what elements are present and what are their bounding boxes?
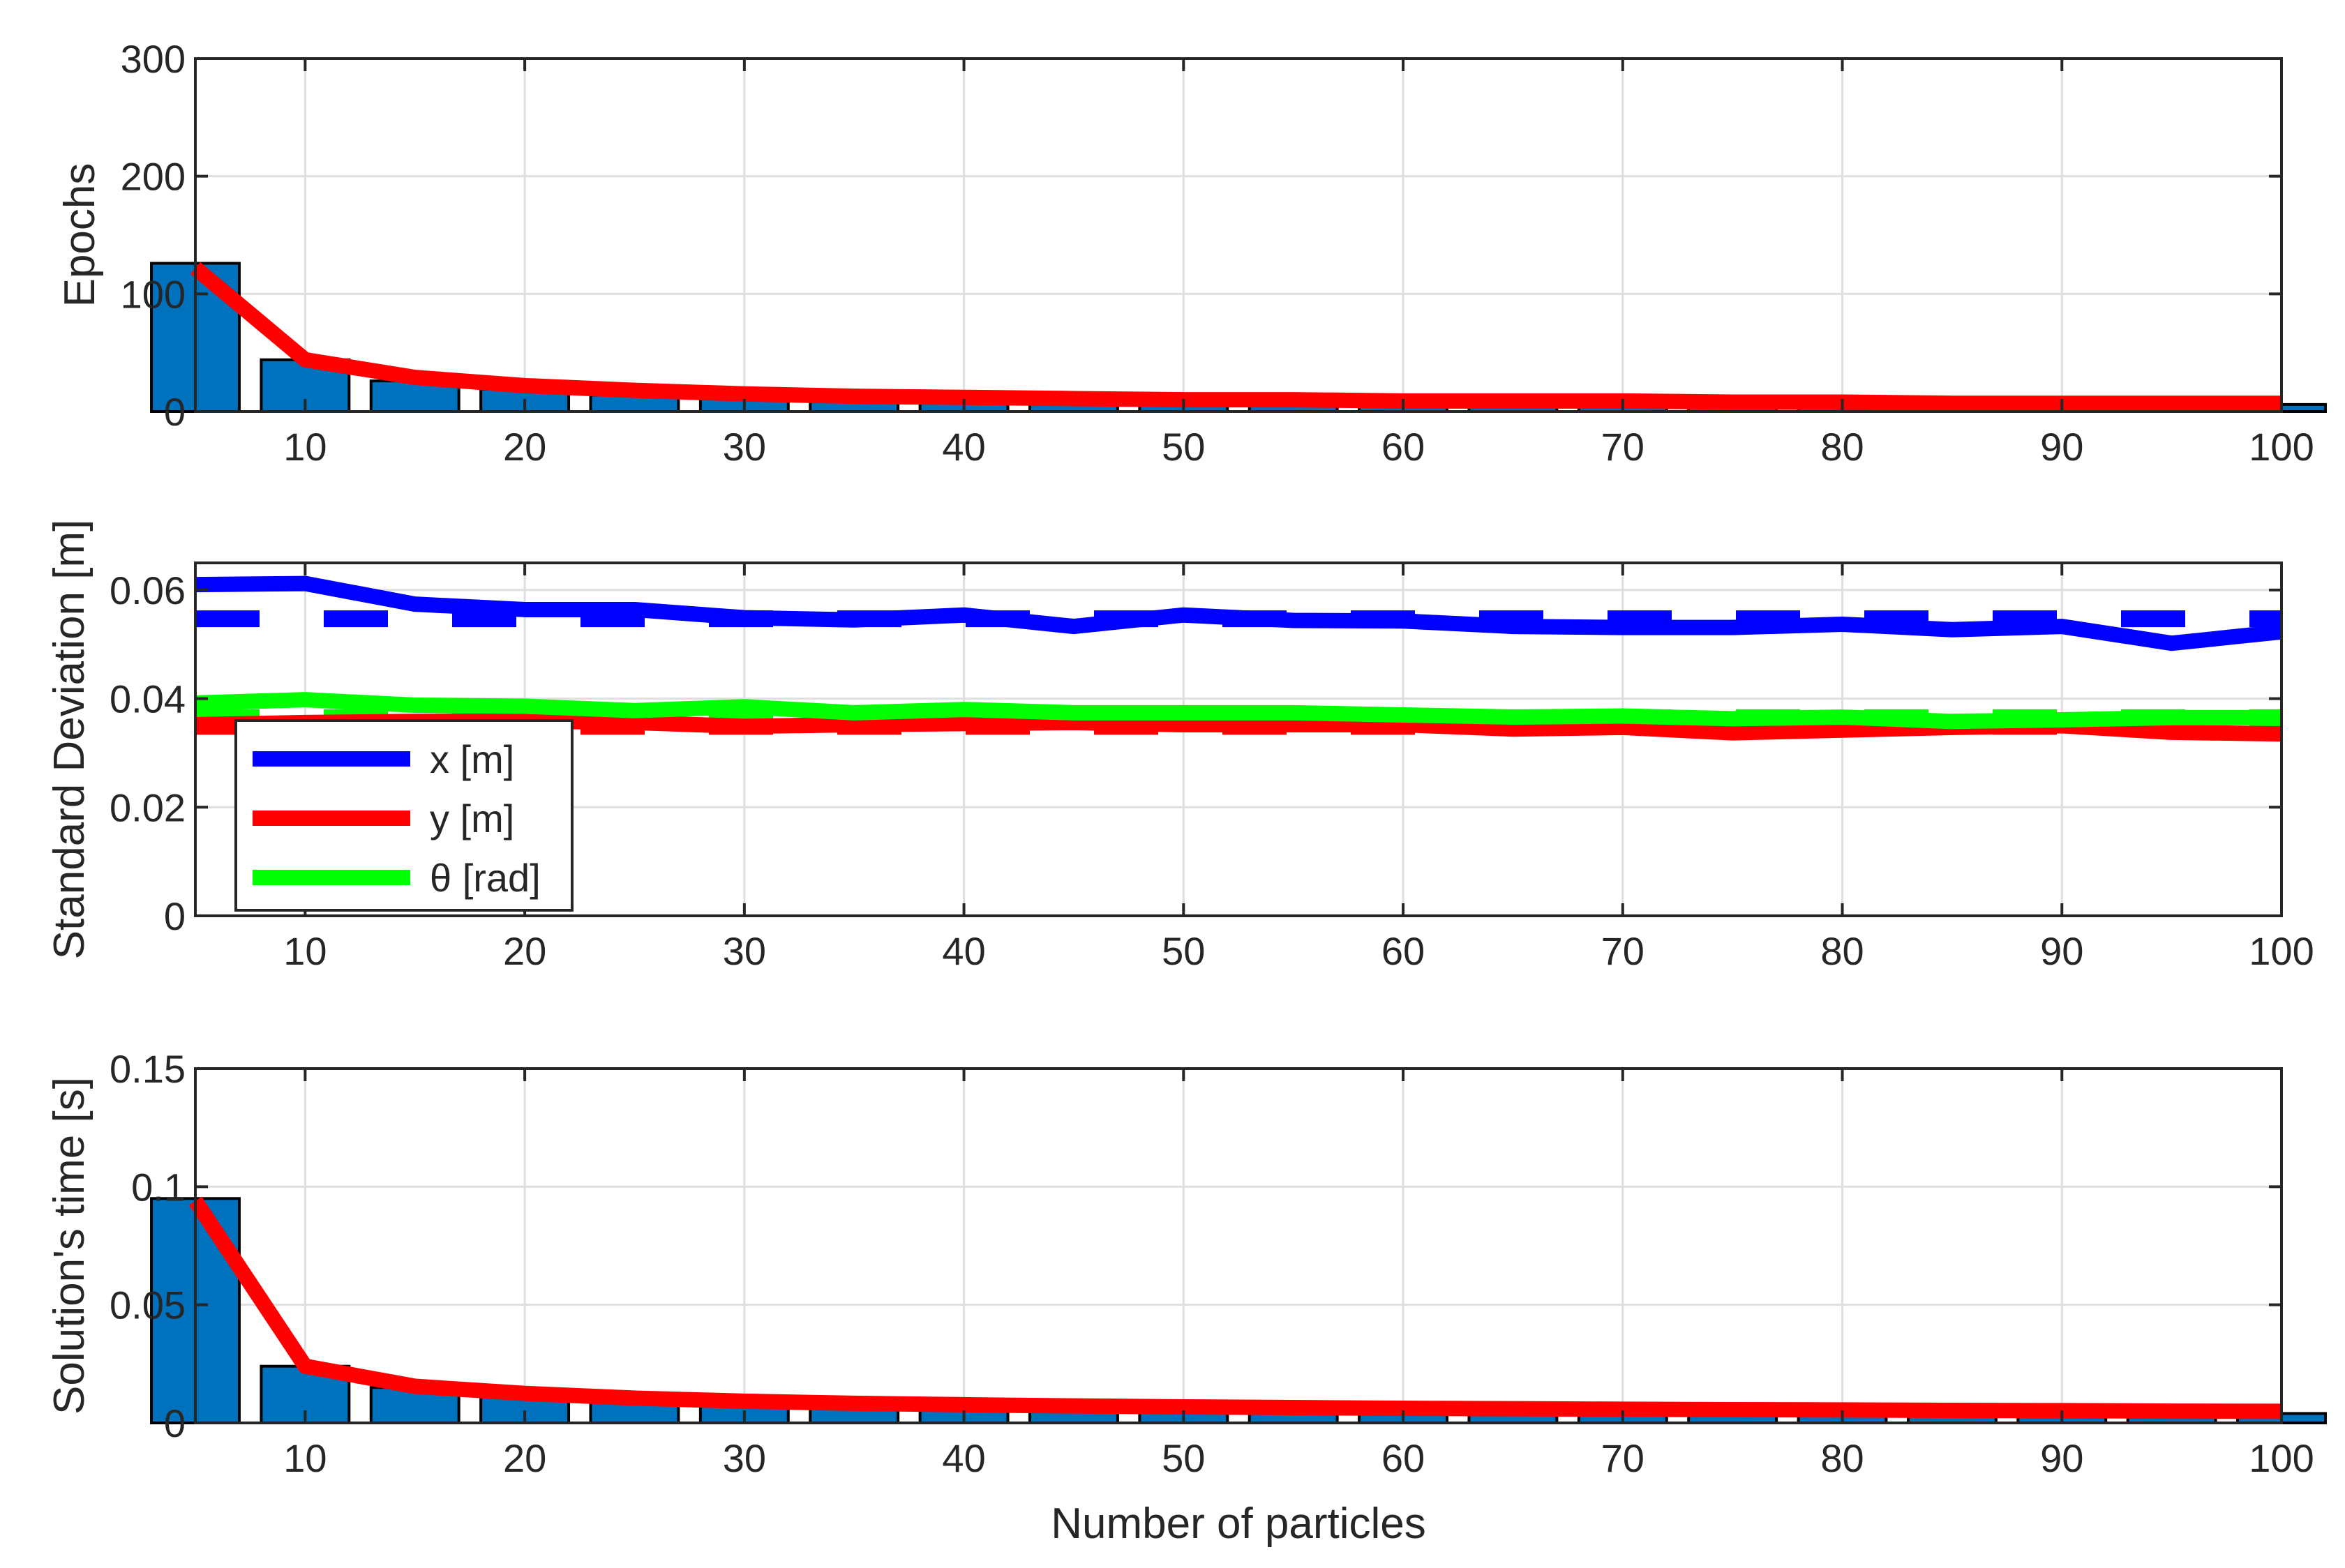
- y-tick-label: 200: [121, 155, 186, 199]
- x-tick-label: 60: [1381, 1436, 1425, 1480]
- x-tick-label: 80: [1820, 1436, 1864, 1480]
- x-tick-label: 20: [503, 1436, 546, 1480]
- y-tick-label: 0.1: [131, 1165, 186, 1209]
- legend-label: y [m]: [430, 797, 514, 840]
- x-tick-label: 10: [283, 425, 327, 469]
- x-tick-label: 90: [2040, 929, 2083, 973]
- x-tick-label: 50: [1162, 929, 1205, 973]
- legend-label: θ [rad]: [430, 856, 541, 900]
- y-tick-label: 0: [164, 390, 186, 434]
- x-tick-label: 60: [1381, 929, 1425, 973]
- y-tick-label: 0.06: [110, 568, 186, 612]
- y-tick-label: 0: [164, 894, 186, 938]
- epochs-panel: 10 20 30 40 50 60 70 80 90 100 0 100 200 300 Epochs: [56, 37, 2327, 469]
- x-tick-label: 80: [1820, 929, 1864, 973]
- std-deviation-panel: 10 20 30 40 50 60 70 80 90 100 0 0.02 0.04 0.06 Standa…: [45, 520, 2314, 973]
- plot-area: [195, 59, 2282, 412]
- legend: x [m] y [m] θ [rad]: [234, 719, 574, 912]
- x-tick-label: 10: [283, 929, 327, 973]
- axes-box: [194, 1067, 2283, 1424]
- y-tick-label: 0.04: [110, 677, 186, 721]
- x-tick-label: 40: [942, 1436, 985, 1480]
- y-tick-label: 0.02: [110, 785, 186, 829]
- y-tick-label: 300: [121, 37, 186, 81]
- x-tick-label: 30: [723, 929, 766, 973]
- axes-box: [194, 57, 2283, 413]
- y-tick-label: 0: [164, 1401, 186, 1445]
- trend-line: [190, 262, 2282, 412]
- x-tick-label: 80: [1820, 425, 1864, 469]
- x-tick-label: 100: [2249, 929, 2314, 973]
- axes-box: [194, 561, 2283, 917]
- series-line: [195, 575, 2283, 651]
- x-tick-label: 40: [942, 425, 985, 469]
- x-tick-label: 90: [2040, 425, 2083, 469]
- x-tick-label: 100: [2249, 425, 2314, 469]
- y-axis-label: Solution's time [s]: [45, 1077, 93, 1415]
- y-tick-label: 100: [121, 272, 186, 316]
- x-tick-label: 70: [1601, 929, 1645, 973]
- x-tick-label: 50: [1162, 1436, 1205, 1480]
- x-tick-label: 20: [503, 425, 546, 469]
- x-tick-label: 10: [283, 1436, 327, 1480]
- series-line: [195, 692, 2282, 730]
- y-tick-label: 0.05: [110, 1283, 186, 1327]
- x-tick-label: 30: [723, 425, 766, 469]
- x-tick-label: 70: [1601, 1436, 1645, 1480]
- y-axis-label: Epochs: [56, 163, 104, 308]
- x-tick-label: 70: [1601, 425, 1645, 469]
- x-tick-label: 60: [1381, 425, 1425, 469]
- x-tick-label: 100: [2249, 1436, 2314, 1480]
- y-axis-label: Standard Deviation [m]: [45, 520, 93, 960]
- trend-line: [188, 1196, 2282, 1419]
- x-tick-label: 30: [723, 1436, 766, 1480]
- x-tick-label: 90: [2040, 1436, 2083, 1480]
- x-tick-label: 40: [942, 929, 985, 973]
- solution-time-panel: 10 20 30 40 50 60 70 80 90 100 0 0.05 0.1 0.15 Solutio…: [45, 1047, 2327, 1480]
- x-tick-label: 20: [503, 929, 546, 973]
- x-tick-label: 50: [1162, 425, 1205, 469]
- legend-label: x [m]: [430, 737, 514, 781]
- plot-area: [195, 1069, 2282, 1423]
- x-axis-label: Number of particles: [1051, 1500, 1426, 1548]
- y-tick-label: 0.15: [110, 1047, 186, 1091]
